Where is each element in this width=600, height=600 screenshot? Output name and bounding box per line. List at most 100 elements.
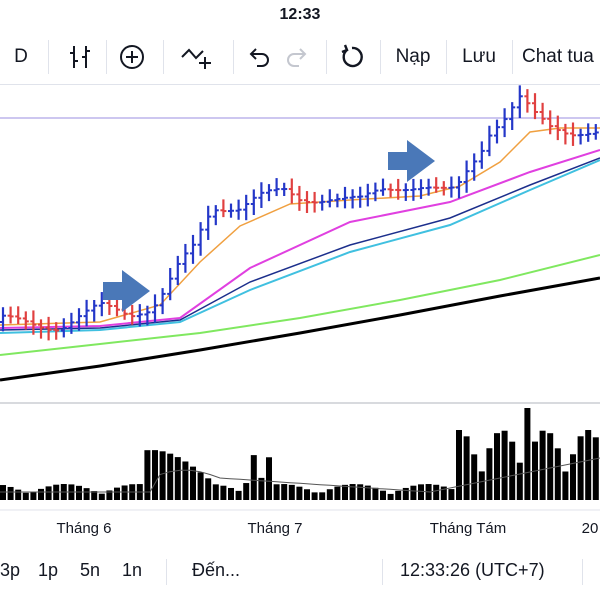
volume-bar xyxy=(319,492,326,500)
volume-bar xyxy=(539,430,546,500)
volume-bar xyxy=(516,462,523,500)
toolbar-divider xyxy=(446,40,447,74)
toolbar-divider xyxy=(48,40,49,74)
volume-bar xyxy=(7,486,14,500)
volume-bar xyxy=(182,461,189,500)
volume-bar xyxy=(311,492,318,500)
moving-average-line xyxy=(0,149,600,329)
volume-bar xyxy=(144,450,151,500)
volume-bar xyxy=(106,490,113,500)
undo-icon[interactable] xyxy=(242,30,274,84)
x-axis-label: 20 xyxy=(582,520,599,537)
range-button[interactable]: 3p xyxy=(0,560,21,580)
volume-bar xyxy=(235,490,242,500)
redo-icon[interactable] xyxy=(282,30,314,84)
range-button[interactable]: 1p xyxy=(38,560,59,580)
volume-bar xyxy=(197,472,204,500)
volume-bar xyxy=(372,487,379,500)
load-button[interactable]: Nạp xyxy=(395,46,431,67)
x-axis-label: Tháng Tám xyxy=(430,520,506,537)
status-bar: 12:33 xyxy=(0,0,600,30)
volume-bar xyxy=(258,477,265,500)
volume-bar xyxy=(98,493,105,500)
volume-bar xyxy=(152,450,158,500)
volume-bars xyxy=(0,408,600,500)
volume-bar xyxy=(266,457,272,500)
volume-bar xyxy=(562,471,569,500)
volume-bar xyxy=(478,471,485,500)
arrow-right-icon xyxy=(103,270,150,312)
moving-average-line xyxy=(0,254,600,356)
moving-average-line xyxy=(0,159,600,334)
toolbar-divider xyxy=(326,40,327,74)
moving-average-line xyxy=(0,157,600,331)
volume-bar xyxy=(433,484,440,500)
volume-bar xyxy=(220,485,227,500)
volume-bar xyxy=(380,490,386,500)
volume-bar xyxy=(486,448,493,500)
volume-bar xyxy=(30,491,37,500)
price-chart[interactable]: Tháng 6 Tháng 7 Tháng Tám 20 xyxy=(0,85,600,540)
x-axis-label: Tháng 7 xyxy=(247,520,302,537)
volume-bar xyxy=(45,486,52,500)
volume-bar xyxy=(38,488,44,500)
toolbar-divider xyxy=(512,40,513,74)
timezone-clock[interactable]: 12:33:26 (UTC+7) xyxy=(400,560,545,580)
range-button[interactable]: 5n xyxy=(80,560,101,580)
volume-bar xyxy=(364,485,371,500)
volume-bar xyxy=(402,487,409,500)
volume-bar xyxy=(281,484,288,500)
volume-bar xyxy=(296,486,303,500)
chart-add-icon[interactable] xyxy=(176,30,218,84)
volume-bar xyxy=(554,448,561,500)
volume-bar xyxy=(304,489,310,500)
bottom-toolbar: 3p 1p 5n 1n Đến... 12:33:26 (UTC+7) xyxy=(0,545,600,600)
volume-bar xyxy=(243,483,250,500)
volume-bar xyxy=(334,486,341,500)
volume-bar xyxy=(585,430,592,500)
plus-circle-icon[interactable] xyxy=(114,30,150,84)
volume-bar xyxy=(357,484,364,500)
save-button[interactable]: Lưu xyxy=(462,46,496,67)
goto-date-button[interactable]: Đến... xyxy=(192,560,241,580)
volume-bar xyxy=(273,484,280,500)
chat-button[interactable]: Chat tua xyxy=(522,46,594,67)
volume-bar xyxy=(342,484,348,500)
price-bars xyxy=(0,85,599,341)
toolbar-divider xyxy=(233,40,234,74)
volume-bar xyxy=(212,484,219,500)
toolbar-divider xyxy=(582,559,583,585)
volume-bar xyxy=(228,487,234,500)
volume-bar xyxy=(83,488,90,500)
volume-bar xyxy=(494,433,500,500)
volume-bar xyxy=(387,493,394,500)
volume-bar xyxy=(326,489,333,500)
volume-bar xyxy=(174,457,181,500)
volume-bar xyxy=(524,408,531,500)
reload-icon[interactable] xyxy=(336,30,368,84)
volume-bar xyxy=(288,484,295,500)
toolbar-divider xyxy=(380,40,381,74)
chart-pane[interactable]: Tháng 6 Tháng 7 Tháng Tám 20 xyxy=(0,85,600,540)
range-button[interactable]: 1n xyxy=(122,560,143,580)
volume-bar xyxy=(0,485,6,500)
volume-bar xyxy=(577,436,584,500)
toolbar-divider xyxy=(106,40,107,74)
volume-bar xyxy=(440,486,447,500)
toolbar-divider xyxy=(382,559,383,585)
volume-bar xyxy=(15,489,22,500)
candles-settings-icon[interactable] xyxy=(62,30,98,84)
volume-bar xyxy=(22,492,29,500)
volume-bar xyxy=(501,430,508,500)
volume-bar xyxy=(91,491,98,500)
volume-bar xyxy=(570,454,576,500)
interval-button[interactable]: D xyxy=(14,46,28,67)
volume-bar xyxy=(250,455,257,500)
volume-bar xyxy=(448,489,455,500)
moving-average-line xyxy=(0,276,600,382)
volume-bar xyxy=(547,433,554,500)
volume-bar xyxy=(509,441,516,500)
volume-bar xyxy=(159,451,166,500)
volume-bar xyxy=(418,484,424,500)
volume-bar xyxy=(121,485,128,500)
